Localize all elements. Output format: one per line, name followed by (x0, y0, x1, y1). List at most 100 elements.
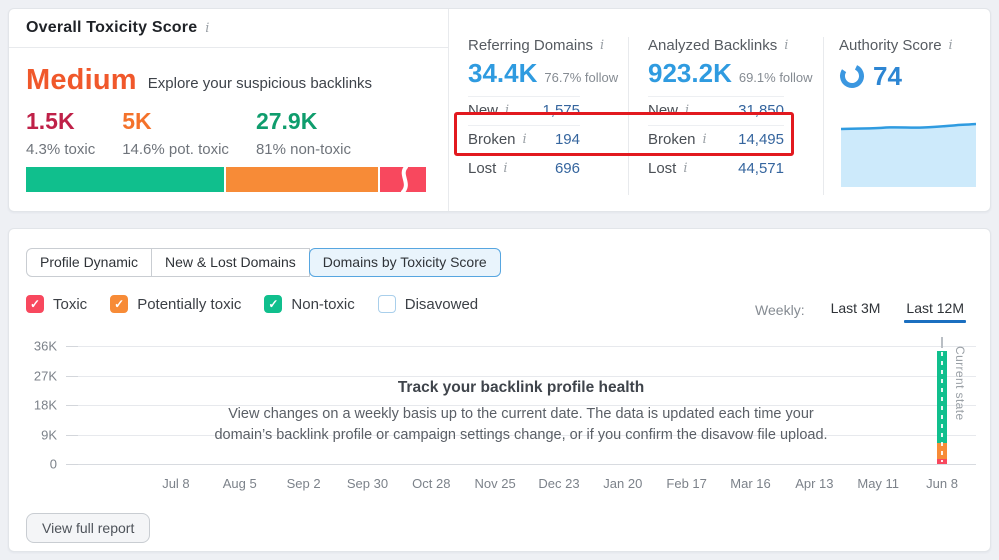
explore-suspicious-backlinks-link[interactable]: Explore your suspicious backlinks (147, 75, 373, 92)
referring-broken-value[interactable]: 194 (554, 131, 580, 149)
toxicity-bar-segment-non-toxic (26, 167, 224, 192)
current-bar-segment-non-toxic (937, 351, 947, 443)
checkbox-icon (26, 295, 44, 313)
info-icon[interactable] (703, 133, 707, 146)
referring-new-row: New 1,575 (468, 95, 580, 125)
info-icon[interactable] (205, 22, 209, 35)
legend-label: Non-toxic (291, 295, 355, 313)
y-axis: 36K 27K 18K 9K 0 (9, 339, 57, 472)
period-last-3m[interactable]: Last 3M (830, 300, 881, 316)
backlinks-new-row: New 31,850 (648, 95, 784, 125)
legend-potentially-toxic-checkbox[interactable]: Potentially toxic (110, 295, 241, 313)
checkbox-icon (264, 295, 283, 313)
info-icon[interactable] (600, 39, 604, 52)
row-label: Broken (648, 131, 696, 149)
authority-score-section: Authority Score 74 (839, 37, 989, 89)
info-icon[interactable] (503, 162, 507, 175)
referring-broken-row: Broken 194 (468, 124, 580, 154)
backlinks-lost-row: Lost 44,571 (648, 153, 784, 183)
x-axis-tick: Jan 20 (603, 476, 643, 491)
backlinks-broken-row: Broken 14,495 (648, 124, 784, 154)
referring-new-value[interactable]: 1,575 (542, 102, 580, 120)
authority-score-value: 74 (873, 61, 902, 91)
current-state-bar[interactable] (937, 346, 947, 464)
gridline (66, 375, 976, 377)
y-axis-tick: 27K (33, 368, 57, 383)
analyzed-backlinks-total[interactable]: 923.2K (648, 58, 732, 88)
divider (448, 9, 449, 211)
info-icon[interactable] (685, 104, 689, 117)
period-last-12m[interactable]: Last 12M (904, 300, 966, 323)
row-label: New (648, 102, 679, 120)
toxicity-panel: Overall Toxicity Score Medium Explore yo… (9, 9, 448, 211)
info-icon[interactable] (683, 162, 687, 175)
legend-toxic-checkbox[interactable]: Toxic (26, 295, 87, 313)
info-icon[interactable] (949, 39, 953, 52)
referring-domains-section: Referring Domains 34.4K 76.7% follow New… (468, 37, 618, 183)
referring-domains-total[interactable]: 34.4K (468, 58, 538, 88)
non-toxic-percent-label: 81% non-toxic (255, 141, 351, 158)
toxicity-bar-segment-potentially-toxic (226, 167, 379, 192)
row-label: Lost (648, 160, 677, 178)
toxicity-score-value: Medium (26, 64, 137, 96)
analyzed-backlinks-section: Analyzed Backlinks 923.2K 69.1% follow N… (648, 37, 813, 183)
referring-domains-follow: 76.7% follow (544, 70, 619, 85)
chart-tabs: Profile Dynamic New & Lost Domains Domai… (26, 248, 501, 277)
gridline (66, 464, 976, 465)
x-axis-tick: Sep 30 (346, 476, 389, 491)
y-axis-tick: 9K (41, 427, 57, 442)
x-axis-tick: Apr 13 (795, 476, 834, 491)
toxicity-panel-header: Overall Toxicity Score (9, 9, 448, 48)
info-icon[interactable] (784, 39, 788, 52)
backlinks-lost-value[interactable]: 44,571 (738, 160, 784, 178)
tab-domains-by-toxicity-score[interactable]: Domains by Toxicity Score (308, 248, 501, 277)
divider (823, 37, 824, 195)
legend-label: Potentially toxic (137, 295, 242, 313)
backlinks-new-value[interactable]: 31,850 (738, 102, 784, 120)
gridline (66, 434, 976, 436)
backlink-audit-overview-card: Overall Toxicity Score Medium Explore yo… (8, 8, 991, 212)
non-toxic-metric: 27.9K 81% non-toxic (255, 110, 351, 159)
gridline (66, 346, 976, 347)
x-axis-tick: Dec 23 (538, 476, 580, 491)
chart-legend: Toxic Potentially toxic Non-toxic Disavo… (26, 295, 478, 313)
row-label: Lost (468, 160, 497, 178)
potentially-toxic-count: 5K (122, 108, 152, 134)
x-axis-tick: Mar 16 (730, 476, 771, 491)
bar-break-icon (401, 167, 408, 192)
row-label: Broken (468, 131, 516, 149)
tab-profile-dynamic[interactable]: Profile Dynamic (26, 248, 153, 277)
analyzed-backlinks-title: Analyzed Backlinks (648, 37, 778, 54)
period-selector: Weekly: Last 3M Last 12M (755, 300, 966, 323)
x-axis-tick: Oct 28 (412, 476, 451, 491)
panel-title: Overall Toxicity Score (26, 19, 198, 36)
info-icon[interactable] (505, 104, 509, 117)
info-icon[interactable] (523, 133, 527, 146)
backlinks-broken-value[interactable]: 14,495 (738, 131, 784, 149)
view-full-report-button[interactable]: View full report (26, 513, 151, 543)
x-axis-tick: Jun 8 (926, 476, 958, 491)
toxic-percent-label: 4.3% toxic (26, 141, 96, 158)
divider (628, 37, 629, 195)
y-axis-tick: 0 (49, 456, 57, 472)
potentially-toxic-metric: 5K 14.6% pot. toxic (122, 108, 229, 159)
legend-disavowed-checkbox[interactable]: Disavowed (377, 295, 479, 313)
toxic-count: 1.5K (26, 108, 75, 134)
legend-non-toxic-checkbox[interactable]: Non-toxic (264, 295, 355, 313)
gridline (66, 405, 976, 406)
potentially-toxic-percent-label: 14.6% pot. toxic (122, 141, 229, 158)
tab-new-lost-domains[interactable]: New & Lost Domains (151, 248, 310, 277)
current-state-annotation: Current state (953, 346, 967, 421)
current-bar-segment-toxic (937, 459, 947, 464)
referring-domains-title: Referring Domains (468, 37, 594, 54)
legend-label: Disavowed (404, 295, 479, 313)
row-label: New (468, 102, 499, 120)
authority-gauge-icon (840, 64, 864, 88)
x-axis-tick: Sep 2 (286, 476, 321, 491)
x-axis: Jul 8 Aug 5 Sep 2 Sep 30 Oct 28 Nov 25 Dec 23 J… (144, 476, 974, 491)
legend-label: Toxic (53, 295, 88, 313)
checkbox-icon (110, 295, 129, 313)
x-axis-tick: May 11 (857, 476, 900, 491)
current-bar-top-tick (941, 337, 943, 348)
referring-lost-value[interactable]: 696 (554, 160, 580, 178)
